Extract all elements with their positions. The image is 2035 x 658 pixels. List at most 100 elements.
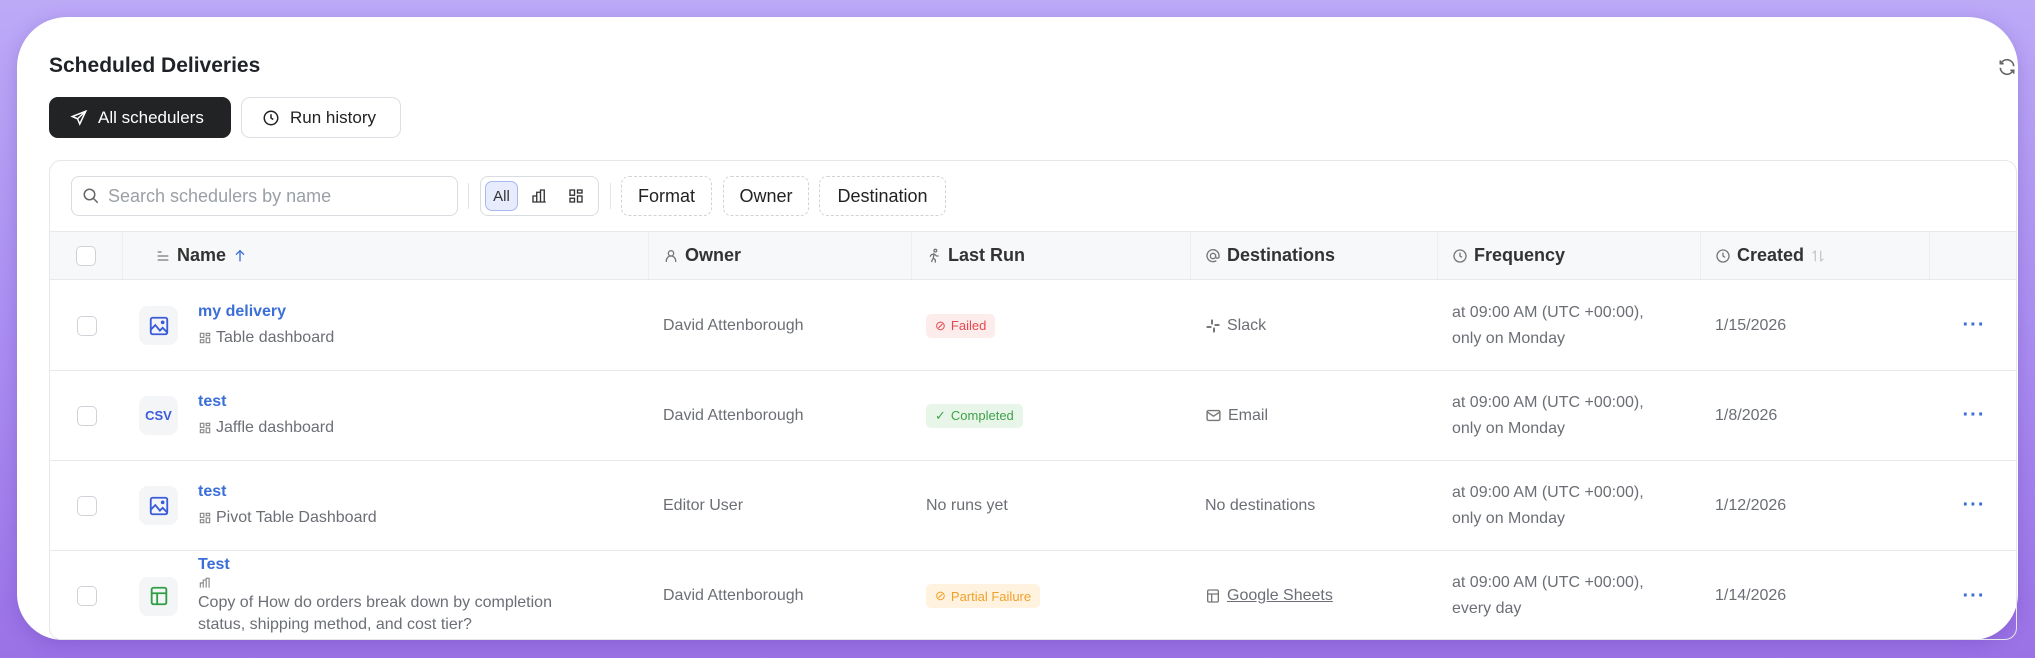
sort-ascending-icon[interactable] bbox=[232, 247, 248, 265]
scheduler-name-link[interactable]: my delivery bbox=[198, 302, 287, 320]
status-icon: ✓ bbox=[935, 407, 946, 423]
clock-icon bbox=[1453, 248, 1467, 263]
row-checkbox[interactable] bbox=[76, 495, 97, 516]
frequency-line: only on Monday bbox=[1452, 509, 1565, 527]
table-row[interactable]: test Pivot Table Dashboard Editor User N… bbox=[50, 461, 2016, 551]
at-sign-icon bbox=[1206, 248, 1220, 262]
source[interactable]: Table dashboard bbox=[198, 327, 334, 349]
name-cell: my delivery Table dashboard bbox=[123, 281, 649, 370]
created-cell: 1/8/2026 bbox=[1715, 406, 1778, 424]
chart-icon bbox=[199, 577, 210, 588]
last-run-cell: ⊘ Failed bbox=[912, 281, 1191, 370]
frequency-line: at 09:00 AM (UTC +00:00), bbox=[1452, 483, 1644, 501]
name-cell: test Pivot Table Dashboard bbox=[123, 461, 649, 550]
frequency-line: at 09:00 AM (UTC +00:00), bbox=[1452, 393, 1644, 411]
row-checkbox[interactable] bbox=[76, 586, 97, 606]
table-row[interactable]: my delivery Table dashboard David Attenb… bbox=[50, 281, 2016, 371]
filter-format-button[interactable]: Format bbox=[621, 176, 712, 216]
clock-icon bbox=[1716, 248, 1730, 263]
header-destinations: Destinations bbox=[1191, 232, 1438, 279]
table-header: Name Owner Last Run Destinations Frequen… bbox=[50, 231, 2016, 280]
tab-all-schedulers[interactable]: All schedulers bbox=[49, 97, 231, 138]
format-badge bbox=[139, 306, 178, 345]
format-badge: CSV bbox=[139, 396, 178, 435]
divider bbox=[468, 183, 469, 209]
refresh-icon[interactable] bbox=[1997, 57, 2017, 77]
header-label: Frequency bbox=[1474, 245, 1566, 265]
source[interactable]: Jaffle dashboard bbox=[198, 417, 334, 439]
scheduled-deliveries-card: Scheduled Deliveries All schedulers Run … bbox=[17, 17, 2018, 640]
created-cell: 1/15/2026 bbox=[1715, 316, 1787, 334]
destination-label[interactable]: Google Sheets bbox=[1227, 587, 1333, 604]
status-icon: ⊘ bbox=[935, 588, 946, 603]
filter-owner-button[interactable]: Owner bbox=[723, 176, 809, 216]
source-name: Table dashboard bbox=[216, 328, 335, 346]
image-icon bbox=[149, 316, 168, 335]
select-cell bbox=[50, 551, 123, 639]
destinations-cell: No destinations bbox=[1191, 461, 1438, 550]
sort-icon[interactable] bbox=[1810, 248, 1826, 264]
header-owner: Owner bbox=[649, 232, 912, 279]
type-segmented-control: All bbox=[480, 176, 599, 216]
more-actions-icon[interactable]: ··· bbox=[1962, 404, 1986, 426]
header-label: Destinations bbox=[1227, 245, 1336, 265]
created-cell: 1/14/2026 bbox=[1715, 587, 1787, 604]
scheduler-name-link[interactable]: Test bbox=[198, 556, 230, 573]
header-label: Owner bbox=[685, 245, 742, 265]
search-input[interactable] bbox=[108, 185, 448, 207]
tab-run-history[interactable]: Run history bbox=[241, 97, 401, 138]
actions-cell: ··· bbox=[1930, 551, 2016, 639]
format-badge bbox=[139, 576, 178, 616]
status-icon: ⊘ bbox=[935, 317, 946, 333]
text-icon bbox=[157, 250, 169, 261]
source[interactable]: Pivot Table Dashboard bbox=[198, 507, 377, 529]
email-icon bbox=[1206, 409, 1221, 422]
page-title: Scheduled Deliveries bbox=[49, 54, 261, 77]
row-checkbox[interactable] bbox=[76, 315, 97, 336]
header-name[interactable]: Name bbox=[123, 232, 649, 279]
row-checkbox[interactable] bbox=[76, 405, 97, 426]
frequency-cell: at 09:00 AM (UTC +00:00), only on Monday bbox=[1438, 461, 1701, 550]
header-label: Last Run bbox=[948, 245, 1026, 265]
status-label: Partial Failure bbox=[950, 588, 1032, 604]
scheduler-name-link[interactable]: test bbox=[198, 392, 227, 410]
search-box[interactable] bbox=[71, 176, 458, 216]
name-cell: CSV test Jaffle dashboard bbox=[123, 371, 649, 460]
last-run-text: No runs yet bbox=[926, 496, 1008, 514]
dashboard-icon bbox=[568, 189, 583, 203]
destination-label: No destinations bbox=[1205, 496, 1316, 514]
actions-cell: ··· bbox=[1930, 371, 2016, 460]
owner-cell: David Attenborough bbox=[663, 406, 804, 424]
source-type bbox=[198, 576, 598, 590]
clock-icon bbox=[263, 110, 279, 125]
more-actions-icon[interactable]: ··· bbox=[1962, 494, 1986, 516]
select-cell bbox=[50, 281, 123, 370]
search-icon bbox=[83, 188, 99, 204]
status-badge: ⊘ Partial Failure bbox=[926, 584, 1041, 608]
scheduler-name-link[interactable]: test bbox=[198, 482, 227, 500]
google-sheets-icon bbox=[150, 586, 167, 606]
frequency-cell: at 09:00 AM (UTC +00:00), every day bbox=[1438, 551, 1701, 639]
owner-cell: Editor User bbox=[663, 496, 744, 514]
segment-all[interactable]: All bbox=[485, 181, 518, 211]
select-all-checkbox[interactable] bbox=[76, 245, 96, 266]
select-cell bbox=[50, 461, 123, 550]
table-row[interactable]: CSV test Jaffle dashboard David Attenbor… bbox=[50, 371, 2016, 461]
user-icon bbox=[665, 249, 677, 262]
segment-dashboards[interactable] bbox=[559, 181, 592, 211]
name-cell: Test Copy of How do orders break down by… bbox=[123, 551, 649, 639]
filter-destination-button[interactable]: Destination bbox=[819, 176, 946, 216]
source-name[interactable]: Copy of How do orders break down by comp… bbox=[198, 594, 552, 633]
more-actions-icon[interactable]: ··· bbox=[1962, 584, 1986, 607]
more-actions-icon[interactable]: ··· bbox=[1962, 314, 1986, 336]
table-row[interactable]: Test Copy of How do orders break down by… bbox=[50, 551, 2016, 639]
schedulers-table-panel: All Format Owner Destination Name Owner … bbox=[49, 160, 2017, 640]
destination-label: Slack bbox=[1227, 316, 1267, 334]
owner-cell: David Attenborough bbox=[663, 316, 804, 334]
actions-cell: ··· bbox=[1930, 281, 2016, 370]
segment-charts[interactable] bbox=[522, 181, 555, 211]
header-created[interactable]: Created bbox=[1701, 232, 1930, 279]
frequency-line: every day bbox=[1452, 600, 1522, 617]
created-cell: 1/12/2026 bbox=[1715, 496, 1787, 514]
last-run-cell: No runs yet bbox=[912, 461, 1191, 550]
